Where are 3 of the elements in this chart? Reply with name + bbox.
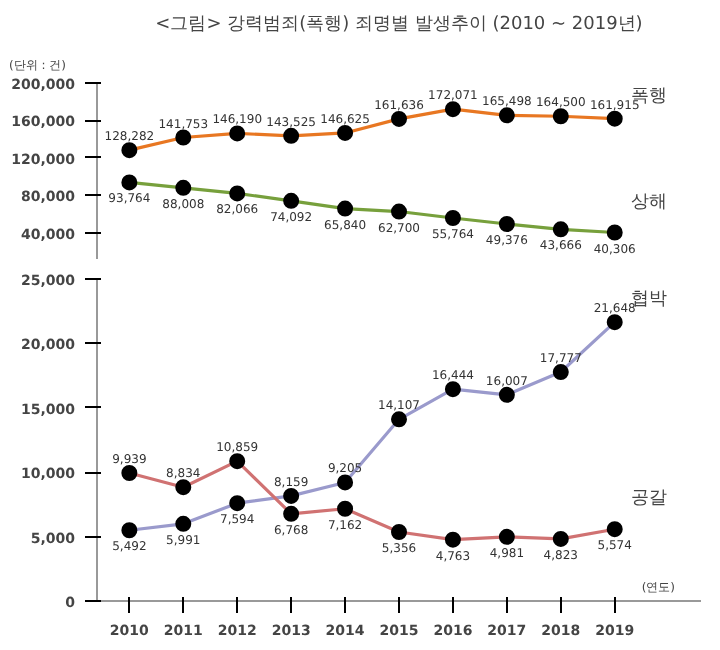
series-label: 공갈 (630, 489, 667, 510)
chart-title: <그림> 강력범죄(폭행) 죄명별 발생추이 (2010 ~ 2019년) (155, 15, 643, 35)
series-label: 상해 (630, 192, 667, 213)
